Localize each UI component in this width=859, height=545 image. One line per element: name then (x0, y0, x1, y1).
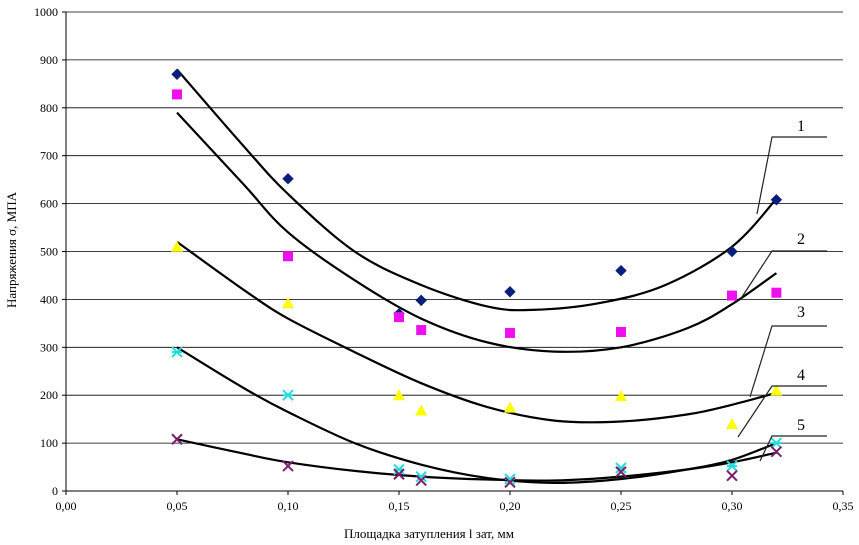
curve-label-1: 1 (797, 118, 805, 135)
data-point-series-3 (726, 417, 738, 429)
leader-line-5 (759, 435, 827, 462)
leader-line-1 (756, 136, 827, 215)
label-layer: 1 2 3 4 5 (737, 118, 827, 462)
x-tick-label: 0,20 (500, 499, 521, 513)
y-tick-label: 600 (40, 197, 58, 211)
data-point-series-2 (394, 312, 404, 323)
data-point-series-5 (504, 476, 516, 489)
data-point-series-1 (282, 172, 294, 185)
data-point-series-5 (415, 474, 427, 487)
data-point-series-4 (282, 389, 294, 401)
x-tick-label: 0,15 (389, 499, 410, 513)
data-point-series-5 (171, 433, 183, 445)
x-tick-label: 0,35 (833, 499, 854, 513)
y-tick-label: 0 (52, 484, 58, 498)
trend-line-3 (176, 241, 777, 424)
curve-label-4: 4 (797, 367, 805, 384)
curve-label-5: 5 (797, 417, 805, 434)
curve-label-3: 3 (797, 304, 805, 321)
data-point-series-2 (771, 287, 782, 298)
trend-line-1 (176, 68, 778, 312)
y-tick-label: 500 (40, 245, 58, 259)
x-tick-label: 0,10 (278, 499, 299, 513)
x-tick-label: 0,05 (167, 499, 188, 513)
data-point-series-1 (171, 68, 183, 80)
data-point-series-4 (393, 463, 405, 476)
data-point-series-1 (415, 294, 427, 307)
data-point-series-5 (726, 469, 738, 482)
data-point-series-3 (171, 240, 183, 252)
data-point-series-2 (416, 325, 427, 336)
data-point-series-4 (171, 346, 183, 358)
leader-line-4 (737, 385, 827, 438)
data-point-series-4 (770, 437, 783, 449)
y-tick-label: 800 (40, 101, 58, 115)
trend-line-5 (176, 438, 777, 482)
trend-layer (176, 68, 778, 485)
axes-layer: 0 100 200 300 400 500 600 700 800 900 1000 0,00 0,05… (34, 5, 854, 513)
x-tick-label: 0,00 (56, 499, 77, 513)
marker-layer (171, 68, 783, 489)
leader-line-2 (739, 250, 827, 301)
data-point-series-5 (393, 468, 405, 480)
data-point-series-2 (727, 290, 737, 301)
y-tick-label: 200 (40, 388, 58, 402)
y-tick-label: 400 (40, 292, 58, 306)
x-tick-label: 0,30 (722, 499, 743, 513)
leader-line-3 (749, 325, 827, 398)
trend-line-2 (176, 111, 778, 353)
data-point-series-3 (615, 390, 627, 402)
data-point-series-5 (282, 460, 294, 472)
data-point-series-3 (504, 401, 516, 413)
curve-label-2: 2 (797, 231, 805, 248)
data-point-series-5 (770, 446, 783, 458)
data-point-series-1 (504, 286, 516, 298)
y-tick-label: 700 (40, 149, 58, 163)
data-point-series-4 (726, 460, 738, 472)
data-point-series-3 (770, 384, 783, 396)
data-point-series-3 (393, 389, 405, 401)
y-tick-label: 100 (40, 436, 58, 450)
data-point-series-1 (770, 194, 783, 206)
y-tick-label: 300 (40, 340, 58, 354)
data-point-series-2 (616, 326, 626, 337)
y-tick-label: 900 (40, 53, 58, 67)
grid-layer (66, 11, 843, 444)
data-point-series-2 (172, 89, 182, 100)
data-point-series-3 (415, 404, 428, 416)
data-point-series-2 (505, 327, 515, 338)
data-point-series-3 (282, 297, 294, 309)
y-tick-label: 1000 (34, 5, 58, 19)
data-point-series-1 (615, 264, 627, 277)
x-axis-title: Площадка затупления l зат, мм (344, 526, 514, 541)
data-point-series-2 (283, 251, 293, 262)
x-tick-label: 0,25 (611, 499, 632, 513)
data-point-series-1 (726, 245, 738, 258)
data-point-series-5 (615, 466, 627, 478)
y-axis-title: Напряжения σ, МПА (4, 191, 19, 308)
